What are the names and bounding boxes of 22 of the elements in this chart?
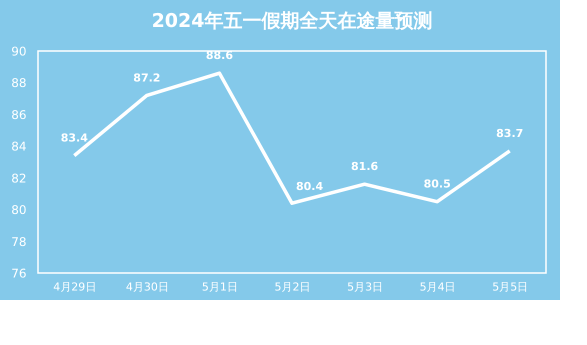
y-tick-label: 76 xyxy=(11,266,26,280)
y-tick-label: 78 xyxy=(11,234,26,249)
data-label: 80.4 xyxy=(296,180,324,194)
data-label: 87.2 xyxy=(133,71,160,84)
y-tick-label: 88 xyxy=(11,76,26,90)
x-tick-label: 5月3日 xyxy=(347,280,384,294)
x-tick-label: 5月5日 xyxy=(492,280,528,294)
data-label: 81.6 xyxy=(351,160,378,174)
x-tick-label: 4月30日 xyxy=(126,280,169,294)
data-label: 83.4 xyxy=(60,132,88,145)
data-label: 83.7 xyxy=(496,126,524,140)
y-tick-label: 82 xyxy=(11,171,26,186)
x-tick-label: 4月29日 xyxy=(53,280,96,294)
y-tick-label: 80 xyxy=(11,203,26,218)
x-tick-label: 5月4日 xyxy=(420,280,456,294)
data-label: 80.5 xyxy=(424,178,451,191)
x-tick-label: 5月2日 xyxy=(274,280,310,294)
chart-title: 2024年五一假期全天在途量预测 xyxy=(152,10,432,32)
y-tick-label: 86 xyxy=(11,108,26,122)
x-tick-label: 5月1日 xyxy=(202,280,238,294)
y-tick-label: 84 xyxy=(11,140,26,154)
y-tick-label: 90 xyxy=(11,44,26,58)
